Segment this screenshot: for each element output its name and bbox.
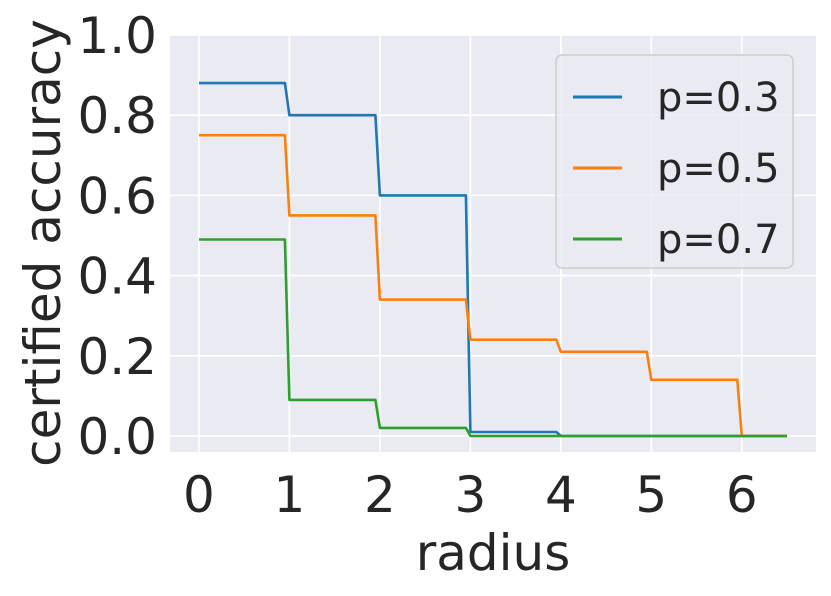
series-line-3 bbox=[199, 238, 787, 438]
y-axis-label: certified accuracy bbox=[14, 19, 72, 467]
x-axis-label: radius bbox=[416, 524, 571, 582]
y-tick-label: 0.4 bbox=[77, 248, 157, 306]
x-tick-label: 0 bbox=[183, 466, 215, 524]
x-tick-label: 6 bbox=[726, 466, 758, 524]
y-tick-label: 0.2 bbox=[77, 328, 157, 386]
legend-label-3: p=0.7 bbox=[657, 217, 780, 263]
legend: p=0.3 p=0.5 p=0.7 bbox=[555, 54, 794, 269]
x-tick-label: 2 bbox=[364, 466, 396, 524]
x-tick-label: 1 bbox=[274, 466, 306, 524]
legend-label-2: p=0.5 bbox=[657, 146, 780, 192]
series-lines bbox=[199, 81, 787, 438]
y-tick-label: 1.0 bbox=[77, 7, 157, 65]
series-line-2 bbox=[199, 133, 787, 438]
x-tick-label: 4 bbox=[545, 466, 577, 524]
legend-label-1: p=0.3 bbox=[657, 75, 780, 121]
y-tick-labels: 0.0 0.2 0.4 0.6 0.8 1.0 bbox=[77, 7, 157, 466]
y-tick-label: 0.8 bbox=[77, 87, 157, 145]
y-tick-label: 0.0 bbox=[77, 408, 157, 466]
legend-box bbox=[555, 54, 794, 269]
x-tick-label: 3 bbox=[454, 466, 486, 524]
x-tick-label: 5 bbox=[635, 466, 667, 524]
series-line-1 bbox=[199, 81, 787, 438]
y-tick-label: 0.6 bbox=[77, 167, 157, 225]
